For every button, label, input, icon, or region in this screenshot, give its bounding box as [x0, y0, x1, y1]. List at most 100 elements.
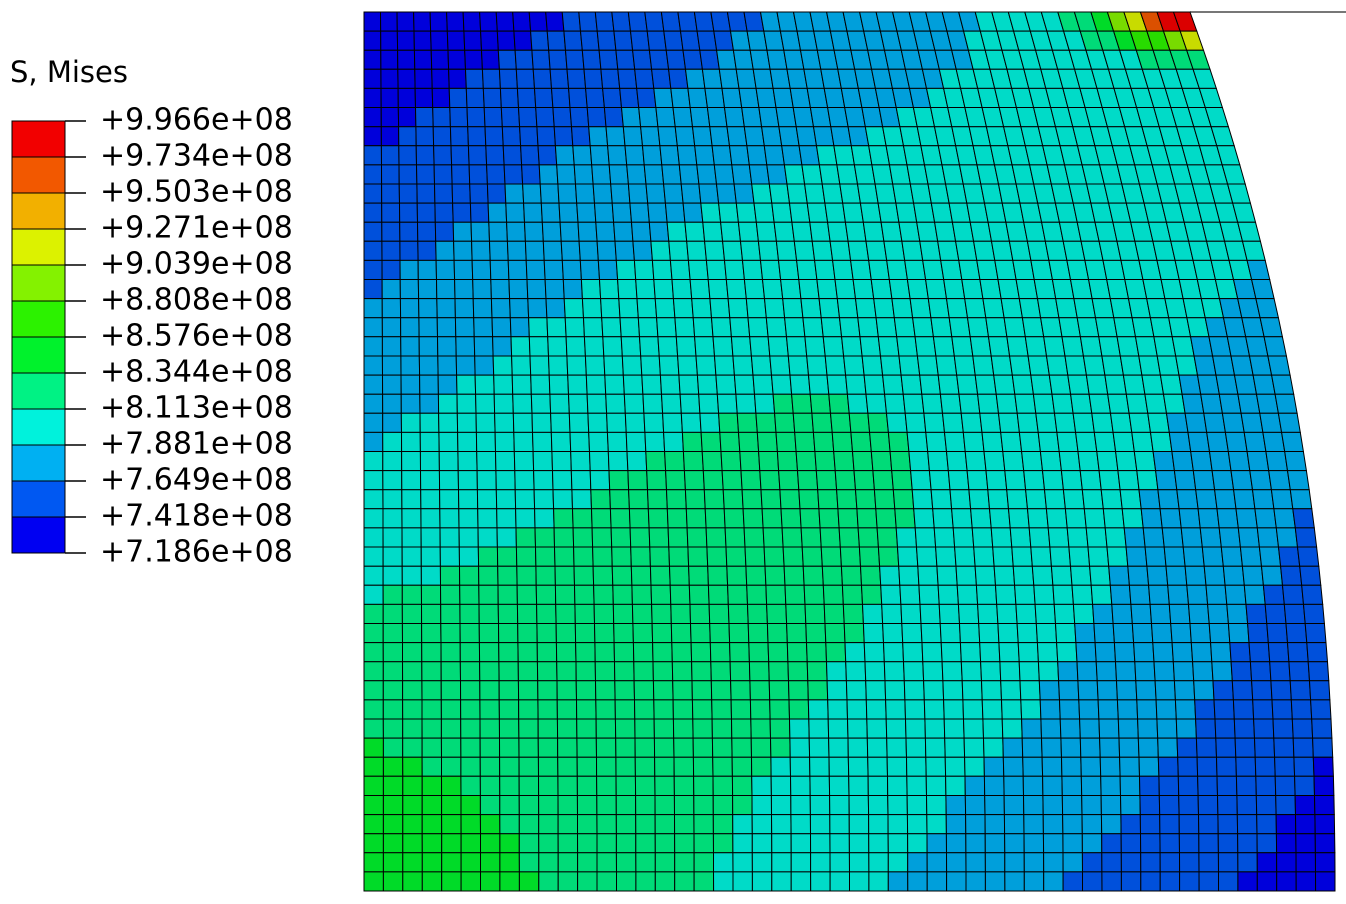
- mesh-element: [1136, 699, 1158, 720]
- mesh-element: [663, 30, 684, 51]
- mesh-element: [1011, 374, 1034, 395]
- mesh-element: [568, 87, 588, 108]
- mesh-element: [707, 279, 729, 300]
- mesh-element: [940, 259, 963, 280]
- mesh-element: [735, 202, 757, 223]
- mesh-element: [381, 240, 401, 261]
- mesh-element: [436, 298, 456, 319]
- mesh-element: [1271, 374, 1295, 395]
- mesh-element: [499, 795, 520, 816]
- mesh-element: [1121, 508, 1144, 529]
- mesh-element: [848, 852, 870, 873]
- mesh-element: [763, 298, 786, 319]
- mesh-element: [941, 661, 963, 682]
- mesh-element: [594, 661, 616, 682]
- mesh-element: [1072, 412, 1095, 433]
- mesh-element: [627, 183, 649, 204]
- mesh-element: [363, 240, 383, 261]
- mesh-element: [1116, 699, 1139, 720]
- mesh-element: [556, 718, 578, 739]
- mesh-element: [838, 527, 860, 548]
- mesh-element: [787, 680, 809, 701]
- mesh-element: [1019, 680, 1041, 701]
- legend-label: +7.649e+08: [100, 463, 293, 498]
- mesh-element: [1006, 489, 1029, 510]
- mesh-element: [987, 489, 1010, 510]
- mesh-element: [439, 565, 461, 586]
- mesh-element: [862, 623, 885, 644]
- mesh-element: [904, 412, 927, 433]
- mesh-element: [984, 871, 1006, 892]
- mesh-element: [755, 87, 777, 108]
- mesh-element: [862, 221, 885, 242]
- mesh-element: [1201, 546, 1224, 567]
- mesh-element: [687, 259, 709, 280]
- mesh-element: [746, 145, 768, 166]
- mesh-element: [471, 259, 492, 280]
- mesh-element: [538, 814, 559, 835]
- mesh-element: [1108, 565, 1130, 586]
- mesh-element: [805, 642, 828, 663]
- legend-swatch: [11, 156, 66, 194]
- mesh-element: [1218, 393, 1242, 414]
- mesh-element: [1115, 680, 1138, 701]
- mesh-element: [1138, 756, 1160, 777]
- mesh-element: [382, 680, 404, 701]
- mesh-element: [865, 680, 887, 701]
- mesh-element: [775, 240, 798, 261]
- mesh-element: [730, 699, 752, 720]
- mesh-element: [363, 546, 384, 567]
- mesh-element: [1100, 795, 1122, 816]
- mesh-element: [451, 164, 471, 185]
- mesh-element: [733, 374, 756, 395]
- mesh-element: [928, 470, 951, 491]
- mesh-element: [526, 279, 547, 300]
- mesh-element: [1235, 775, 1257, 796]
- mesh-element: [1275, 527, 1299, 548]
- mesh-element: [792, 412, 814, 433]
- mesh-element: [829, 240, 852, 261]
- mesh-element: [1100, 775, 1122, 796]
- mesh-element: [1234, 737, 1256, 758]
- mesh-element: [614, 680, 636, 701]
- mesh-element: [1031, 565, 1054, 586]
- mesh-element: [644, 431, 666, 452]
- mesh-element: [598, 49, 619, 70]
- mesh-element: [951, 508, 973, 529]
- mesh-element: [742, 508, 764, 529]
- mesh-element: [1195, 737, 1218, 758]
- mesh-element: [575, 661, 597, 682]
- legend-swatch: [11, 336, 66, 374]
- mesh-element: [363, 107, 382, 128]
- mesh-element: [696, 374, 718, 395]
- mesh-element: [701, 451, 723, 472]
- mesh-element: [877, 336, 900, 357]
- mesh-element: [1163, 546, 1186, 567]
- mesh-element: [515, 68, 536, 89]
- mesh-element: [674, 871, 695, 892]
- mesh-element: [463, 30, 483, 51]
- mesh-element: [1037, 661, 1060, 682]
- mesh-element: [773, 221, 795, 242]
- mesh-element: [845, 374, 867, 395]
- mesh-element: [402, 871, 423, 892]
- mesh-element: [1036, 642, 1059, 663]
- mesh-element: [1237, 527, 1260, 548]
- mesh-element: [1159, 852, 1181, 873]
- mesh-element: [419, 374, 439, 395]
- mesh-element: [1101, 852, 1122, 873]
- mesh-element: [535, 584, 557, 605]
- mesh-element: [744, 546, 766, 567]
- mesh-element: [981, 431, 1004, 452]
- mesh-element: [804, 336, 826, 357]
- mesh-element: [537, 737, 559, 758]
- mesh-element: [710, 317, 732, 338]
- mesh-element: [421, 718, 442, 739]
- mesh-element: [1178, 374, 1202, 395]
- mesh-element: [545, 298, 566, 319]
- mesh-element: [421, 814, 443, 835]
- mesh-element: [790, 871, 812, 892]
- mesh-element: [751, 183, 773, 204]
- mesh-element: [783, 565, 805, 586]
- mesh-element: [517, 680, 539, 701]
